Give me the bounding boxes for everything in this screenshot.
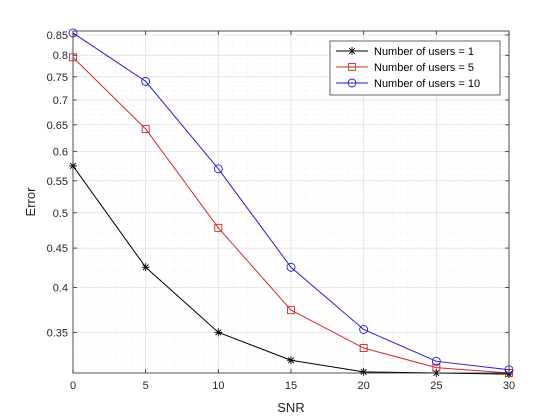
data-point <box>141 263 150 272</box>
y-tick-label: 0.7 <box>53 95 68 107</box>
x-tick-label: 20 <box>358 380 370 392</box>
data-point <box>213 164 223 174</box>
legend-swatch-marker <box>348 47 356 55</box>
y-tick-label: 0.75 <box>47 72 68 84</box>
y-tick-label: 0.6 <box>53 147 68 159</box>
y-tick-label: 0.65 <box>47 120 68 132</box>
legend-item: Number of users = 10 <box>336 78 480 90</box>
y-tick-label: 0.45 <box>47 243 68 255</box>
data-point <box>359 325 369 334</box>
x-tick-label: 15 <box>285 380 297 392</box>
legend-label: Number of users = 10 <box>374 78 480 90</box>
y-tick-label: 0.4 <box>53 283 68 295</box>
data-point <box>214 328 223 337</box>
x-tick-label: 10 <box>212 380 224 392</box>
y-tick-label: 0.5 <box>53 208 68 220</box>
y-tick-label: 0.55 <box>47 176 68 188</box>
data-point <box>141 125 150 133</box>
axis-ticks: 0 5 10 15 20 25 30 0.35 0.4 0.45 0.5 0.55 0.6 0.65 0.7… <box>47 30 516 392</box>
data-point <box>287 306 295 315</box>
legend-label: Number of users = 1 <box>374 46 474 58</box>
y-tick-label: 0.35 <box>47 327 68 339</box>
legend-item: Number of users = 1 <box>336 46 474 58</box>
y-tick-label: 0.8 <box>53 50 68 62</box>
series-line <box>72 32 510 371</box>
legend-swatch-marker <box>348 63 356 71</box>
legend: Number of users = 1 Number of users = 5 Nu… <box>329 40 501 96</box>
x-tick-label: 0 <box>70 380 76 392</box>
data-point <box>431 356 441 366</box>
y-axis-label: Error <box>23 187 38 217</box>
data-point <box>359 344 368 352</box>
x-axis-label: SNR <box>277 400 304 415</box>
series-line <box>72 56 510 374</box>
data-point <box>287 356 295 365</box>
data-point <box>141 76 151 86</box>
legend-box <box>329 40 501 96</box>
data-point <box>214 223 223 232</box>
x-tick-label: 5 <box>143 380 149 392</box>
y-tick-label: 0.85 <box>47 30 68 42</box>
legend-swatch-marker <box>347 78 357 88</box>
legend-label: Number of users = 5 <box>374 62 474 74</box>
x-tick-label: 25 <box>430 380 442 392</box>
x-tick-label: 30 <box>503 380 515 392</box>
legend-item: Number of users = 5 <box>336 62 474 74</box>
data-point <box>286 262 296 272</box>
